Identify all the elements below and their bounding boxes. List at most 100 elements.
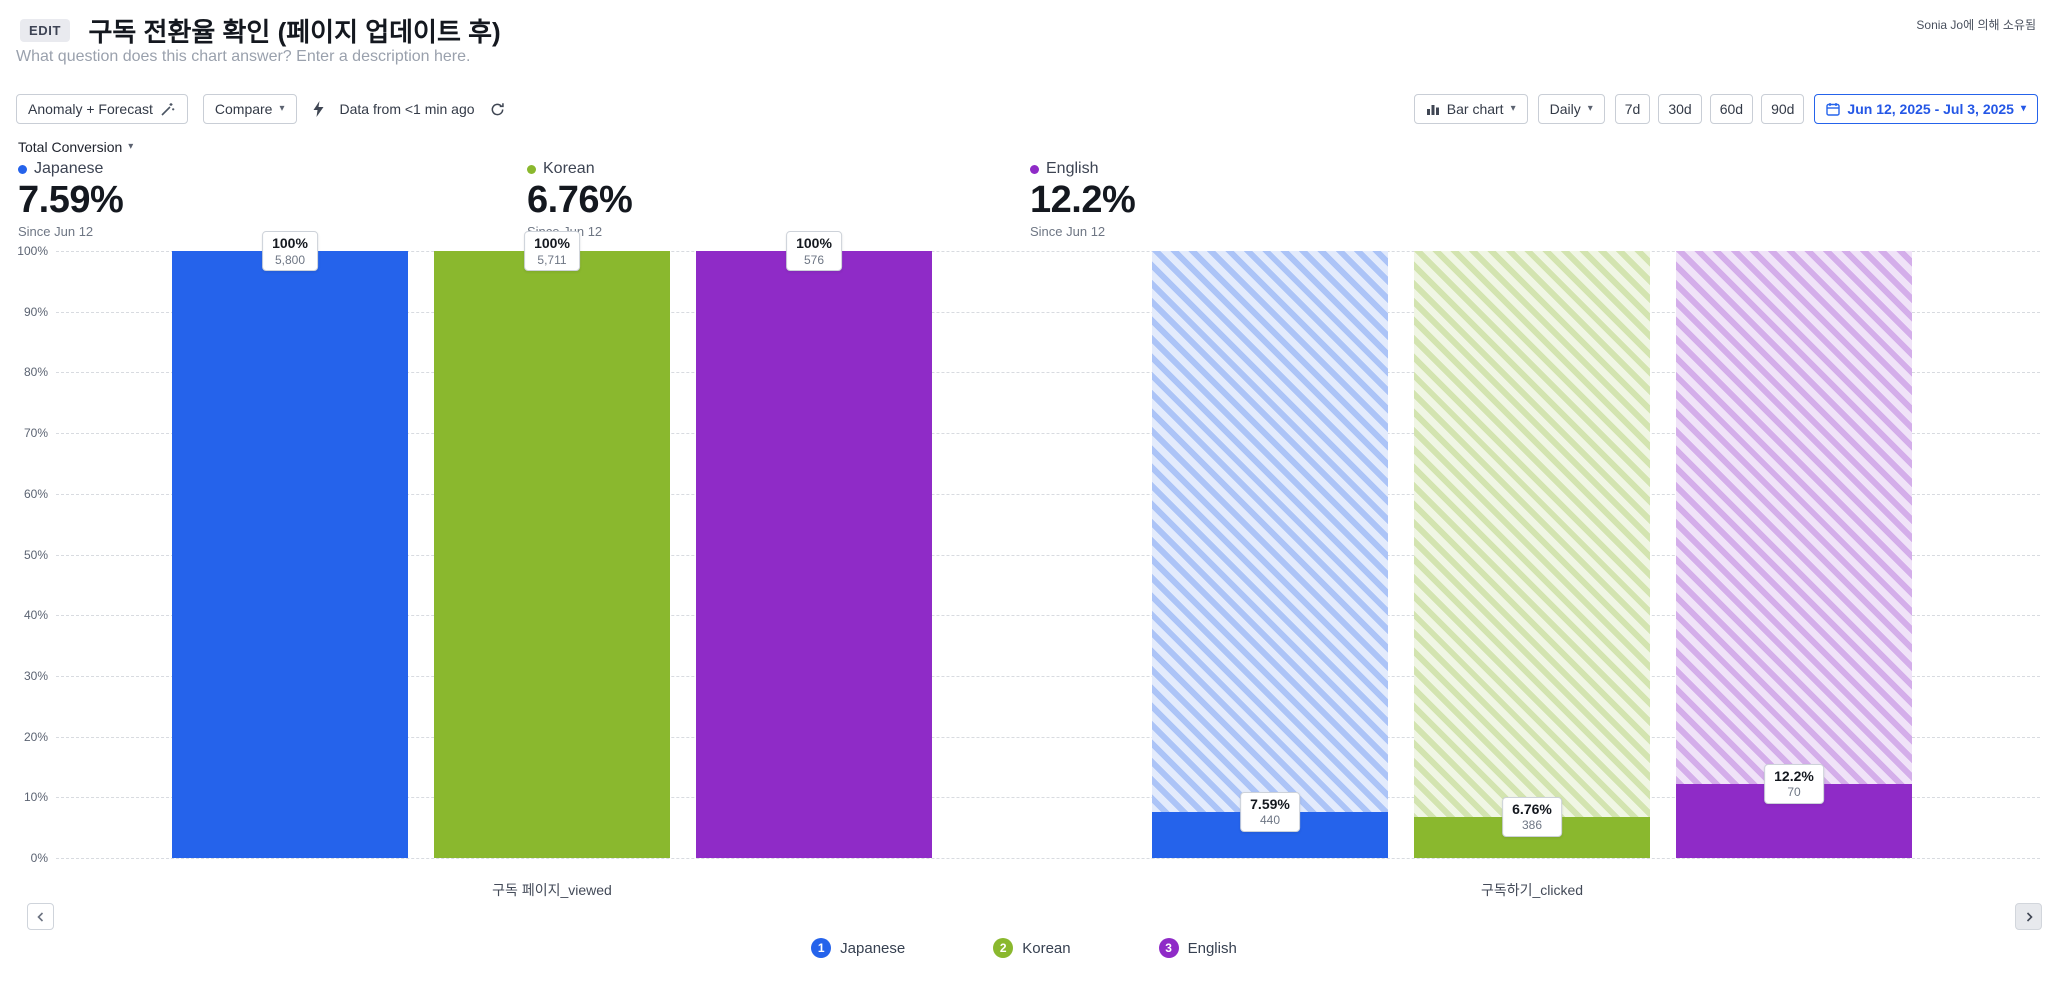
y-tick-label: 50% — [23, 547, 48, 562]
edit-badge[interactable]: EDIT — [20, 19, 71, 42]
legend-step-badge: 1 — [811, 938, 832, 958]
data-freshness-label: Data from <1 min ago — [339, 101, 475, 117]
y-tick-label: 80% — [23, 365, 48, 380]
chevron-right-icon — [2026, 911, 2033, 922]
bar-percent: 6.76% — [1512, 801, 1552, 818]
granularity-select[interactable]: Daily ▾ — [1537, 94, 1605, 124]
range-90d[interactable]: 90d — [1761, 94, 1805, 124]
legend-label: Japanese — [840, 939, 906, 957]
bar-percent: 100% — [272, 235, 308, 252]
gridline — [56, 554, 2040, 556]
bar-count: 576 — [803, 252, 825, 267]
series-name: Korean — [527, 160, 632, 178]
series-color-dot — [1030, 164, 1039, 174]
chart-type-select[interactable]: Bar chart ▾ — [1413, 94, 1528, 124]
next-page-button[interactable] — [2015, 903, 2042, 930]
y-tick-label: 60% — [23, 486, 48, 501]
gridline — [56, 372, 2040, 374]
funnel-bar-english[interactable] — [696, 251, 932, 858]
gridline — [56, 493, 2040, 495]
chevron-down-icon: ▾ — [1510, 103, 1516, 114]
gridline — [56, 251, 2040, 252]
chart-legend: 1 Japanese 2 Korean 3 English — [0, 938, 2048, 958]
chart-plot-area: 100% 5,800 100% 5,711 100% 576 7.59% 440 6.76% 38… — [56, 231, 2040, 859]
quick-range-group: 7d 30d 60d 90d — [1614, 94, 1805, 124]
prev-page-button[interactable] — [27, 903, 54, 930]
metric-selector[interactable]: Total Conversion ▾ — [18, 139, 133, 155]
gridline — [56, 675, 2040, 677]
bar-value-label: 7.59% 440 — [1240, 791, 1300, 832]
conversion-value: 7.59% — [18, 179, 124, 221]
bar-value-label: 6.76% 386 — [1502, 797, 1562, 837]
bar-count: 5,711 — [537, 252, 567, 267]
y-tick-label: 90% — [23, 304, 48, 319]
gridline — [56, 615, 2040, 617]
series-color-dot — [527, 164, 536, 174]
toolbar-left: Anomaly + Forecast Compare ▾ Data from <… — [16, 94, 505, 124]
magic-wand-icon — [160, 101, 176, 117]
x-category-label: 구독 페이지_viewed — [492, 882, 612, 898]
x-category-label: 구독하기_clicked — [1480, 882, 1584, 898]
series-name: Japanese — [18, 160, 123, 178]
chevron-down-icon: ▾ — [1587, 103, 1593, 114]
page-title[interactable]: 구독 전환율 확인 (페이지 업데이트 후) — [88, 17, 501, 47]
since-label: Since Jun 12 — [1030, 224, 1106, 239]
bar-count: 70 — [1787, 785, 1801, 800]
bar-count: 440 — [1259, 813, 1281, 828]
legend-step-badge: 3 — [1158, 938, 1179, 958]
funnel-bar-lost-japanese[interactable] — [1152, 251, 1388, 858]
funnel-bar-japanese[interactable] — [172, 251, 408, 858]
y-axis: 0% 10% 20% 30% 40% 50% 60% 70% 80% 90% 100% — [0, 244, 48, 865]
y-tick-label: 20% — [23, 729, 48, 744]
bar-value-label: 12.2% 70 — [1764, 763, 1824, 804]
range-7d[interactable]: 7d — [1614, 94, 1651, 124]
funnel-bar-lost-english[interactable] — [1676, 251, 1912, 858]
gridline — [56, 311, 2040, 313]
date-range-label: Jun 12, 2025 - Jul 3, 2025 — [1847, 101, 2014, 117]
toolbar-right: Bar chart ▾ Daily ▾ 7d 30d 60d 90d Jun 12, … — [1413, 94, 2038, 124]
series-color-dot — [18, 164, 27, 174]
bar-value-label: 100% 5,800 — [262, 231, 318, 271]
funnel-bar-lost-korean[interactable] — [1414, 251, 1650, 858]
bar-percent: 12.2% — [1774, 767, 1814, 784]
anomaly-forecast-button[interactable]: Anomaly + Forecast — [16, 94, 188, 124]
gridline — [56, 433, 2040, 435]
legend-item-japanese[interactable]: 1 Japanese — [811, 938, 905, 958]
gridline — [56, 736, 2040, 738]
summary-english[interactable]: English 12.2% Since Jun 12 — [1030, 160, 1136, 239]
range-30d[interactable]: 30d — [1658, 94, 1702, 124]
chart-description-placeholder[interactable]: What question does this chart answer? En… — [16, 48, 471, 65]
lightning-icon[interactable] — [312, 101, 325, 117]
since-label: Since Jun 12 — [18, 224, 94, 239]
compare-label: Compare — [214, 101, 273, 117]
owner-label: Sonia Jo에 의해 소유됨 — [1916, 18, 2036, 32]
legend-item-korean[interactable]: 2 Korean — [993, 938, 1071, 958]
conversion-value: 12.2% — [1030, 179, 1136, 221]
bar-value-label: 100% 5,711 — [524, 231, 580, 271]
granularity-label: Daily — [1549, 101, 1581, 117]
y-tick-label: 0% — [30, 851, 48, 865]
chevron-down-icon: ▾ — [2020, 103, 2026, 114]
legend-item-english[interactable]: 3 English — [1158, 938, 1237, 958]
bar-percent: 7.59% — [1250, 795, 1290, 812]
chart-type-label: Bar chart — [1446, 101, 1504, 117]
chart-toolbar: Anomaly + Forecast Compare ▾ Data from <… — [16, 94, 2038, 124]
compare-button[interactable]: Compare ▾ — [202, 94, 297, 124]
funnel-bar-korean[interactable] — [434, 251, 670, 858]
y-tick-label: 30% — [23, 668, 48, 683]
gridline — [56, 858, 2040, 859]
bar-chart-icon — [1426, 102, 1440, 116]
bar-percent: 100% — [796, 235, 832, 252]
gridline — [56, 797, 2040, 799]
y-tick-label: 10% — [23, 790, 48, 805]
refresh-icon[interactable] — [490, 102, 505, 117]
date-range-button[interactable]: Jun 12, 2025 - Jul 3, 2025 ▾ — [1814, 94, 2038, 124]
anomaly-forecast-label: Anomaly + Forecast — [28, 101, 153, 117]
metric-selector-label: Total Conversion — [18, 139, 123, 155]
bar-count: 386 — [1521, 818, 1543, 833]
range-60d[interactable]: 60d — [1709, 94, 1754, 124]
summary-japanese[interactable]: Japanese 7.59% Since Jun 12 — [18, 160, 124, 239]
series-name: English — [1030, 160, 1135, 178]
